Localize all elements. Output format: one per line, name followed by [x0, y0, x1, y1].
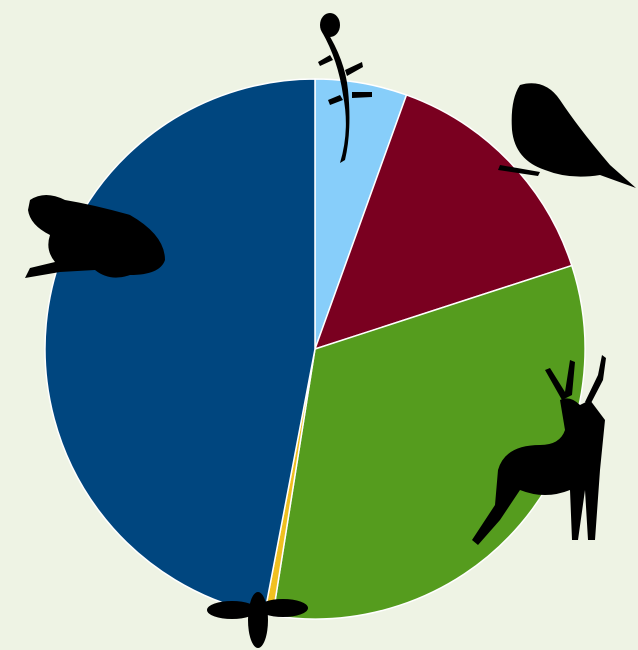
pie — [44, 78, 586, 620]
silhouettes — [25, 13, 636, 648]
bird-icon — [498, 83, 636, 188]
pie-slice — [271, 264, 586, 620]
frog-icon — [25, 195, 165, 278]
deer-icon — [472, 355, 606, 545]
bee-icon — [207, 592, 308, 648]
lizard-icon — [318, 13, 372, 163]
pie-slice — [313, 94, 573, 351]
